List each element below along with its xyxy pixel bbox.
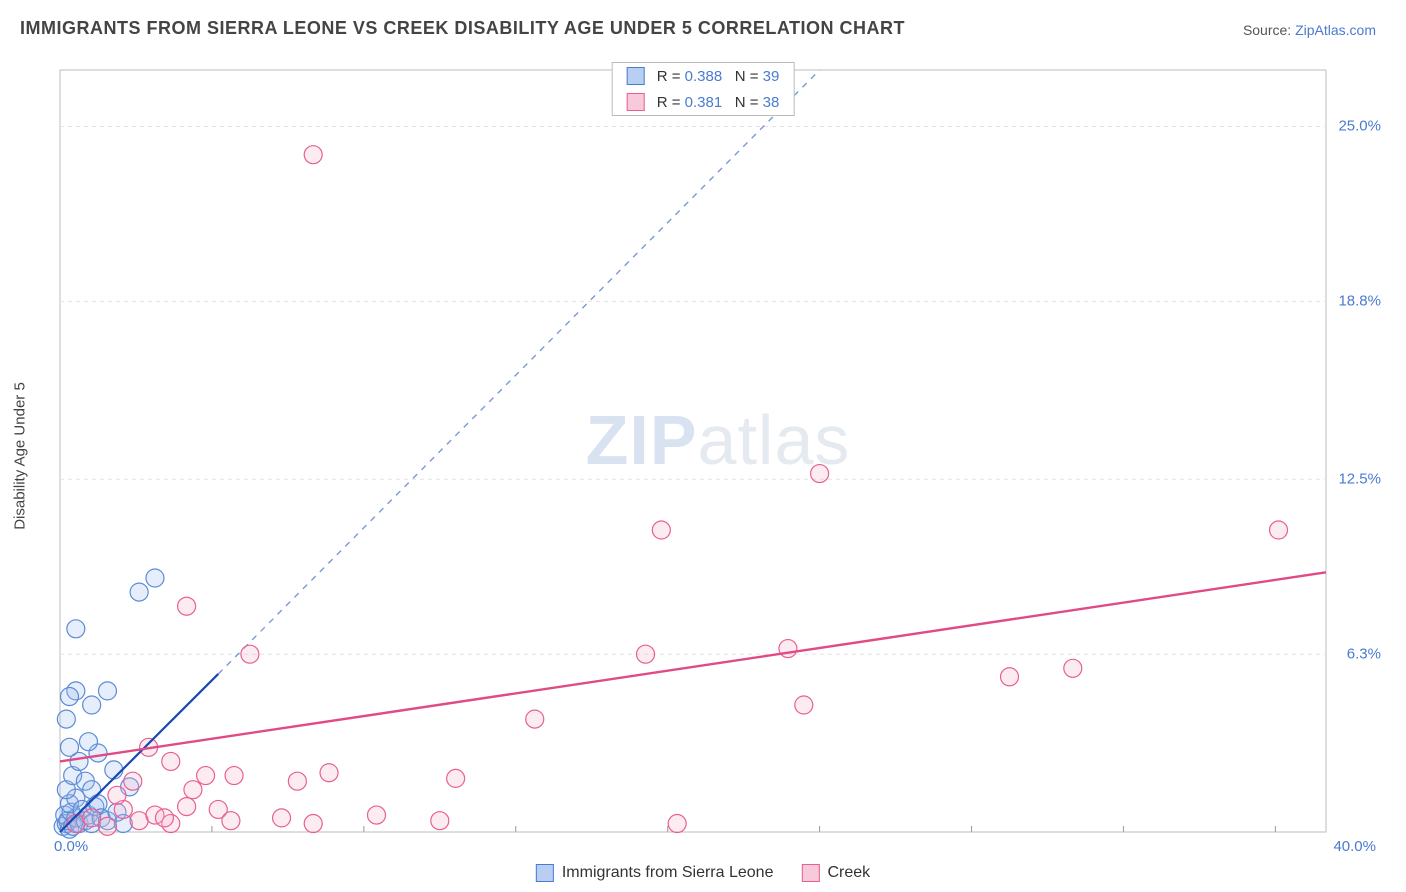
source-attribution: Source: ZipAtlas.com (1243, 22, 1376, 38)
data-point (431, 812, 449, 830)
data-point (320, 764, 338, 782)
data-point (178, 798, 196, 816)
data-point (668, 815, 686, 833)
data-point (1270, 521, 1288, 539)
plot-area: Disability Age Under 5 ZIPatlas 6.3%12.5… (50, 60, 1386, 852)
legend-label: Immigrants from Sierra Leone (562, 864, 774, 882)
x-tick-label: 40.0% (1333, 838, 1376, 855)
y-axis-label: Disability Age Under 5 (12, 382, 29, 530)
legend-item: Creek (801, 864, 870, 882)
data-point (83, 809, 101, 827)
legend-stats-text: R = 0.381 N = 38 (657, 94, 780, 111)
data-point (273, 809, 291, 827)
data-point (526, 710, 544, 728)
data-point (637, 645, 655, 663)
data-point (1001, 668, 1019, 686)
legend-swatch (801, 864, 819, 882)
data-point (795, 696, 813, 714)
data-point (1064, 659, 1082, 677)
legend-stats-row: R = 0.381 N = 38 (613, 89, 794, 115)
data-point (98, 817, 116, 835)
data-point (155, 809, 173, 827)
source-value: ZipAtlas.com (1295, 22, 1376, 38)
data-point (447, 769, 465, 787)
data-point (304, 815, 322, 833)
data-point (60, 688, 78, 706)
data-point (241, 645, 259, 663)
source-label: Source: (1243, 22, 1295, 38)
y-tick-label: 12.5% (1338, 471, 1381, 488)
legend-swatch (627, 67, 645, 85)
data-point (225, 767, 243, 785)
data-point (60, 738, 78, 756)
legend-swatch (536, 864, 554, 882)
data-point (67, 620, 85, 638)
legend-stats: R = 0.388 N = 39 R = 0.381 N = 38 (612, 62, 795, 116)
data-point (652, 521, 670, 539)
x-tick-label: 0.0% (54, 838, 88, 855)
data-point (146, 569, 164, 587)
y-tick-label: 25.0% (1338, 118, 1381, 135)
data-point (811, 465, 829, 483)
data-point (108, 786, 126, 804)
data-point (368, 806, 386, 824)
data-point (98, 682, 116, 700)
data-point (57, 710, 75, 728)
data-point (178, 597, 196, 615)
data-point (304, 146, 322, 164)
data-point (130, 583, 148, 601)
data-point (197, 767, 215, 785)
legend-label: Creek (827, 864, 870, 882)
legend-series: Immigrants from Sierra Leone Creek (536, 864, 870, 882)
chart-title: IMMIGRANTS FROM SIERRA LEONE VS CREEK DI… (20, 18, 905, 39)
y-tick-label: 18.8% (1338, 293, 1381, 310)
scatter-plot-svg (50, 60, 1386, 852)
data-point (79, 733, 97, 751)
data-point (83, 696, 101, 714)
data-point (222, 812, 240, 830)
legend-swatch (627, 93, 645, 111)
data-point (105, 761, 123, 779)
data-point (288, 772, 306, 790)
data-point (184, 781, 202, 799)
legend-item: Immigrants from Sierra Leone (536, 864, 774, 882)
data-point (162, 752, 180, 770)
y-tick-label: 6.3% (1347, 646, 1381, 663)
data-point (124, 772, 142, 790)
legend-stats-text: R = 0.388 N = 39 (657, 68, 780, 85)
legend-stats-row: R = 0.388 N = 39 (613, 63, 794, 89)
